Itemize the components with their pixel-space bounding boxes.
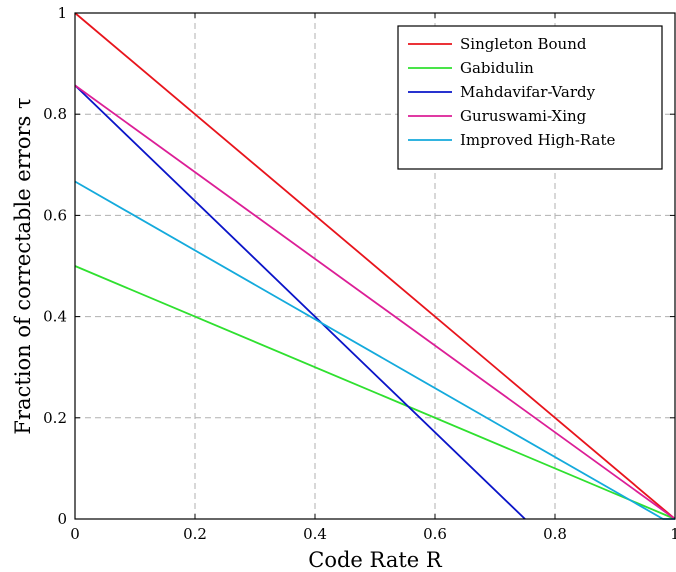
tick-labels: 0 0.2 0.4 0.6 0.8 1 0 0.2 0.4 0.6 0.8 1 <box>43 4 676 543</box>
y-tick-label: 0.6 <box>43 206 67 224</box>
series-line-mahdavifar-vardy <box>74 84 526 520</box>
ticks <box>74 12 676 520</box>
y-tick-label: 0 <box>57 510 67 528</box>
legend-items: Singleton Bound Gabidulin Mahdavifar-Vardy… <box>408 35 615 149</box>
plot-frame <box>74 12 676 520</box>
legend-label-singleton-bound: Singleton Bound <box>460 35 587 53</box>
x-tick-label: 0.8 <box>543 525 567 543</box>
x-tick-label: 0.6 <box>423 525 447 543</box>
y-axis-title: Fraction of correctable errors τ <box>11 97 35 434</box>
y-tick-label: 0.4 <box>43 308 67 326</box>
x-axis-title: Code Rate R <box>308 548 443 572</box>
legend-label-improved-high-rate: Improved High-Rate <box>460 131 615 149</box>
y-tick-label: 0.2 <box>43 409 67 427</box>
y-tick-label: 1 <box>57 4 67 22</box>
series-line-singleton-bound <box>74 12 676 520</box>
legend: Singleton Bound Gabidulin Mahdavifar-Vardy… <box>397 25 663 170</box>
x-tick-label: 0.2 <box>183 525 207 543</box>
legend-label-mahdavifar-vardy: Mahdavifar-Vardy <box>460 83 596 101</box>
x-tick-label: 0 <box>70 525 80 543</box>
series-line-gabidulin <box>74 265 676 520</box>
x-tick-label: 1 <box>670 525 676 543</box>
y-tick-label: 0.8 <box>43 105 67 123</box>
series-line-improved-high-rate <box>74 180 675 520</box>
legend-box <box>397 25 663 170</box>
legend-label-gabidulin: Gabidulin <box>460 59 534 77</box>
legend-label-guruswami-xing: Guruswami-Xing <box>460 107 587 125</box>
x-tick-label: 0.4 <box>303 525 327 543</box>
series-line-guruswami-xing <box>74 84 676 520</box>
